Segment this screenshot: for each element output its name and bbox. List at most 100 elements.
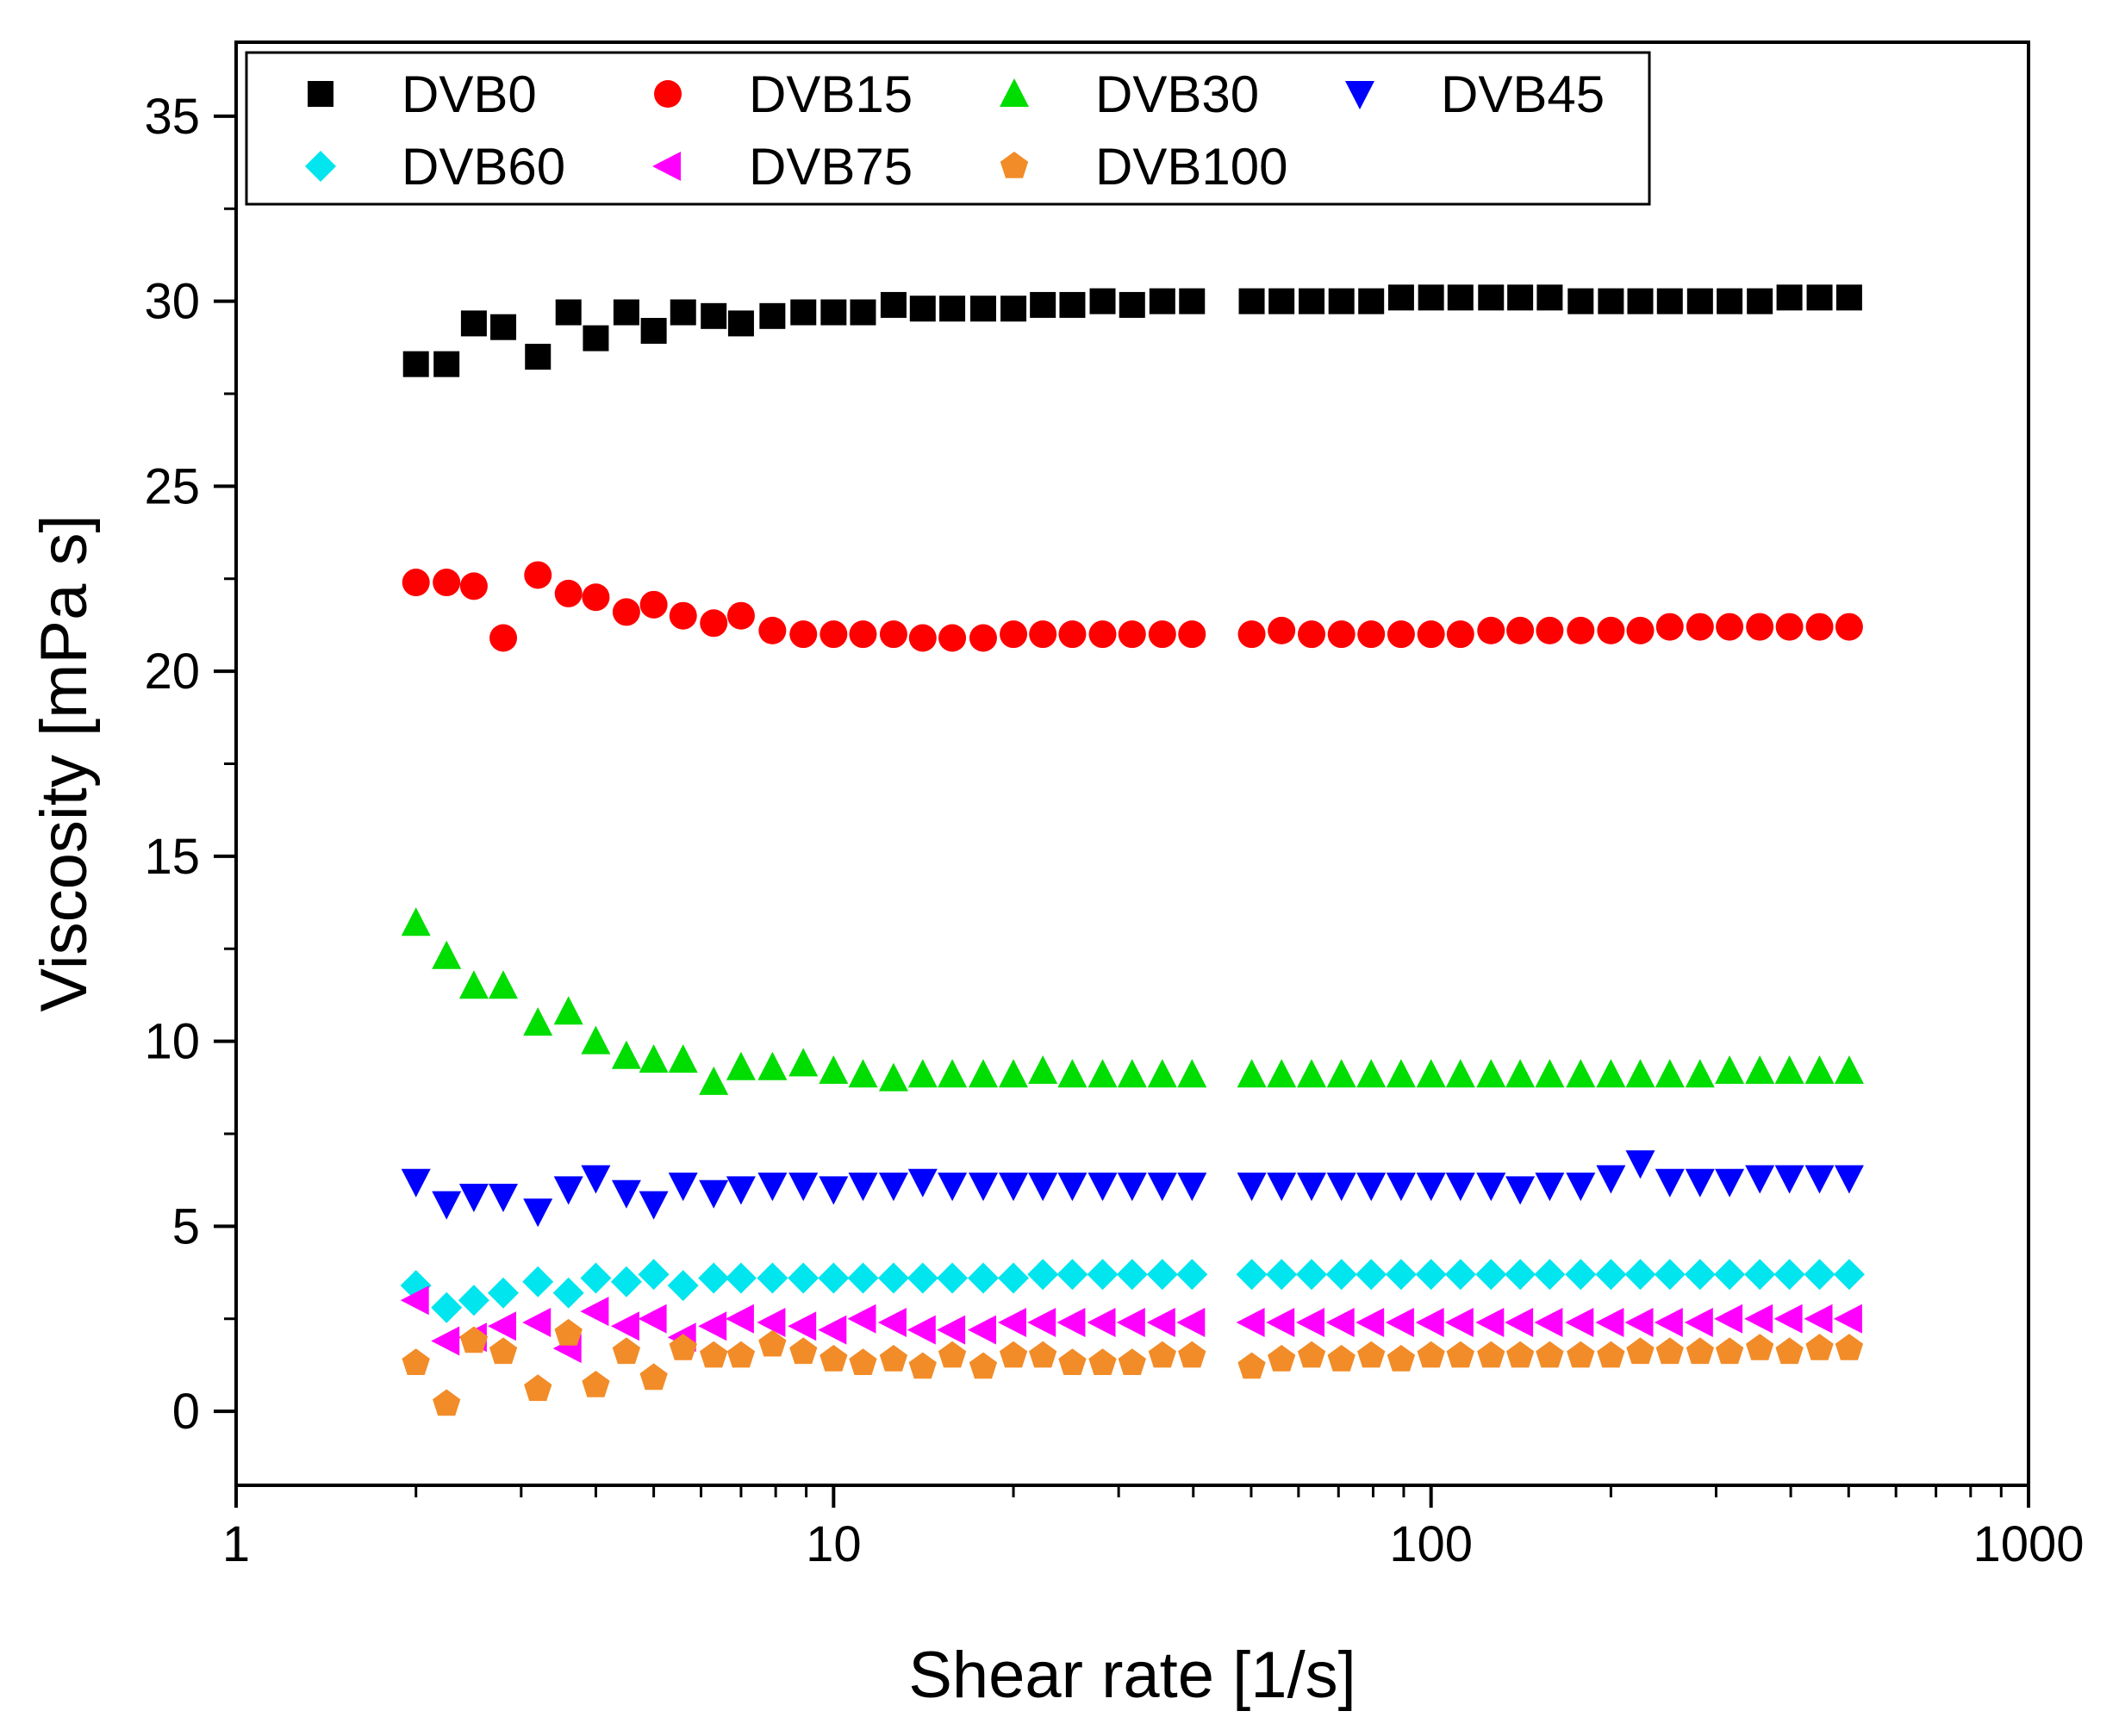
data-point: [1833, 1304, 1862, 1334]
data-point: [1297, 1173, 1326, 1202]
data-point: [639, 1191, 669, 1220]
data-point: [848, 1059, 878, 1088]
data-point: [1119, 291, 1145, 318]
data-point: [1536, 616, 1564, 644]
data-point: [1684, 1259, 1716, 1291]
series-DVB100: [402, 1318, 1864, 1416]
data-point: [1773, 1304, 1803, 1334]
data-point: [1596, 1165, 1626, 1194]
data-point: [820, 620, 848, 649]
data-point: [1267, 1173, 1297, 1202]
data-point: [938, 1341, 967, 1368]
data-point: [1236, 1259, 1268, 1291]
data-point: [553, 1176, 583, 1205]
data-point: [726, 601, 755, 630]
data-point: [1056, 1308, 1086, 1337]
data-point: [522, 1266, 554, 1297]
data-point: [1088, 1173, 1118, 1202]
data-point: [1148, 620, 1176, 649]
data-point: [1147, 1173, 1177, 1202]
data-point: [1597, 1341, 1625, 1368]
data-point: [1000, 296, 1027, 322]
data-point: [1446, 620, 1474, 649]
legend-label-DVB100: DVB100: [1095, 138, 1287, 196]
data-point: [1534, 1308, 1563, 1337]
data-point: [1625, 1059, 1655, 1088]
data-point: [1746, 613, 1774, 641]
data-point: [1417, 1341, 1445, 1368]
data-point: [907, 1168, 938, 1198]
data-point: [554, 579, 583, 607]
legend-label-DVB0: DVB0: [402, 65, 537, 123]
data-point: [1535, 1173, 1565, 1202]
data-point: [611, 1179, 641, 1209]
data-point: [789, 620, 818, 649]
data-point: [1567, 1341, 1595, 1368]
data-point: [726, 1176, 756, 1205]
data-point: [1774, 1055, 1804, 1084]
data-point: [1030, 291, 1056, 318]
data-point: [1833, 1259, 1865, 1291]
data-point: [1117, 1173, 1147, 1202]
data-point: [638, 1259, 670, 1291]
data-point: [669, 601, 697, 630]
data-point: [1534, 1259, 1566, 1291]
x-tick-label: 10: [806, 1516, 862, 1572]
data-point: [639, 590, 668, 619]
data-point: [459, 572, 488, 600]
data-point: [759, 302, 786, 329]
data-point: [580, 1262, 612, 1294]
data-point: [670, 299, 696, 326]
data-point: [1716, 613, 1744, 641]
legend: DVB0 DVB15 DVB30 DVB45 DVB60 DVB75 DVB100: [245, 51, 1651, 206]
data-point: [698, 1262, 730, 1294]
y-tick-label: 20: [144, 644, 200, 700]
series-DVB15: [402, 561, 1863, 652]
data-point: [1176, 1259, 1208, 1291]
data-point: [1237, 1059, 1267, 1088]
data-point: [1775, 613, 1804, 641]
data-point: [850, 299, 876, 326]
data-point: [1088, 1348, 1117, 1375]
data-point: [1715, 1055, 1745, 1084]
data-point: [1297, 1341, 1326, 1368]
data-point: [1178, 1341, 1206, 1368]
data-point: [460, 310, 487, 337]
data-point: [727, 310, 754, 337]
data-point: [1714, 1259, 1746, 1291]
data-point: [401, 1168, 431, 1198]
data-point: [1567, 616, 1595, 644]
data-point: [552, 1277, 584, 1309]
data-point: [1445, 1173, 1475, 1202]
data-point: [1805, 1334, 1834, 1360]
data-point: [1477, 616, 1505, 644]
data-point: [700, 1341, 728, 1368]
data-point: [1685, 1168, 1715, 1198]
series-DVB30: [401, 907, 1864, 1095]
x-axis-title: Shear rate [1/s]: [908, 1639, 1356, 1712]
data-point: [1029, 1341, 1057, 1368]
data-point: [1655, 1059, 1685, 1088]
data-point: [1415, 1308, 1444, 1337]
data-point: [758, 616, 787, 644]
data-point: [938, 624, 967, 652]
data-point: [849, 620, 877, 649]
data-point: [788, 1311, 817, 1341]
data-point: [1744, 1304, 1773, 1334]
data-point: [1386, 1059, 1416, 1088]
data-point: [1297, 1059, 1326, 1088]
data-point: [820, 299, 847, 326]
data-point: [1236, 1308, 1265, 1337]
data-point: [1624, 1308, 1654, 1337]
data-point: [1447, 284, 1474, 311]
data-point: [582, 583, 610, 612]
y-tick-label: 25: [144, 458, 200, 514]
data-point: [1597, 616, 1625, 644]
data-point: [1655, 1168, 1685, 1198]
data-point: [1417, 620, 1445, 649]
data-point: [1147, 1059, 1177, 1088]
data-point: [1625, 1150, 1655, 1179]
data-point: [877, 1262, 909, 1294]
data-point: [1385, 1308, 1414, 1337]
